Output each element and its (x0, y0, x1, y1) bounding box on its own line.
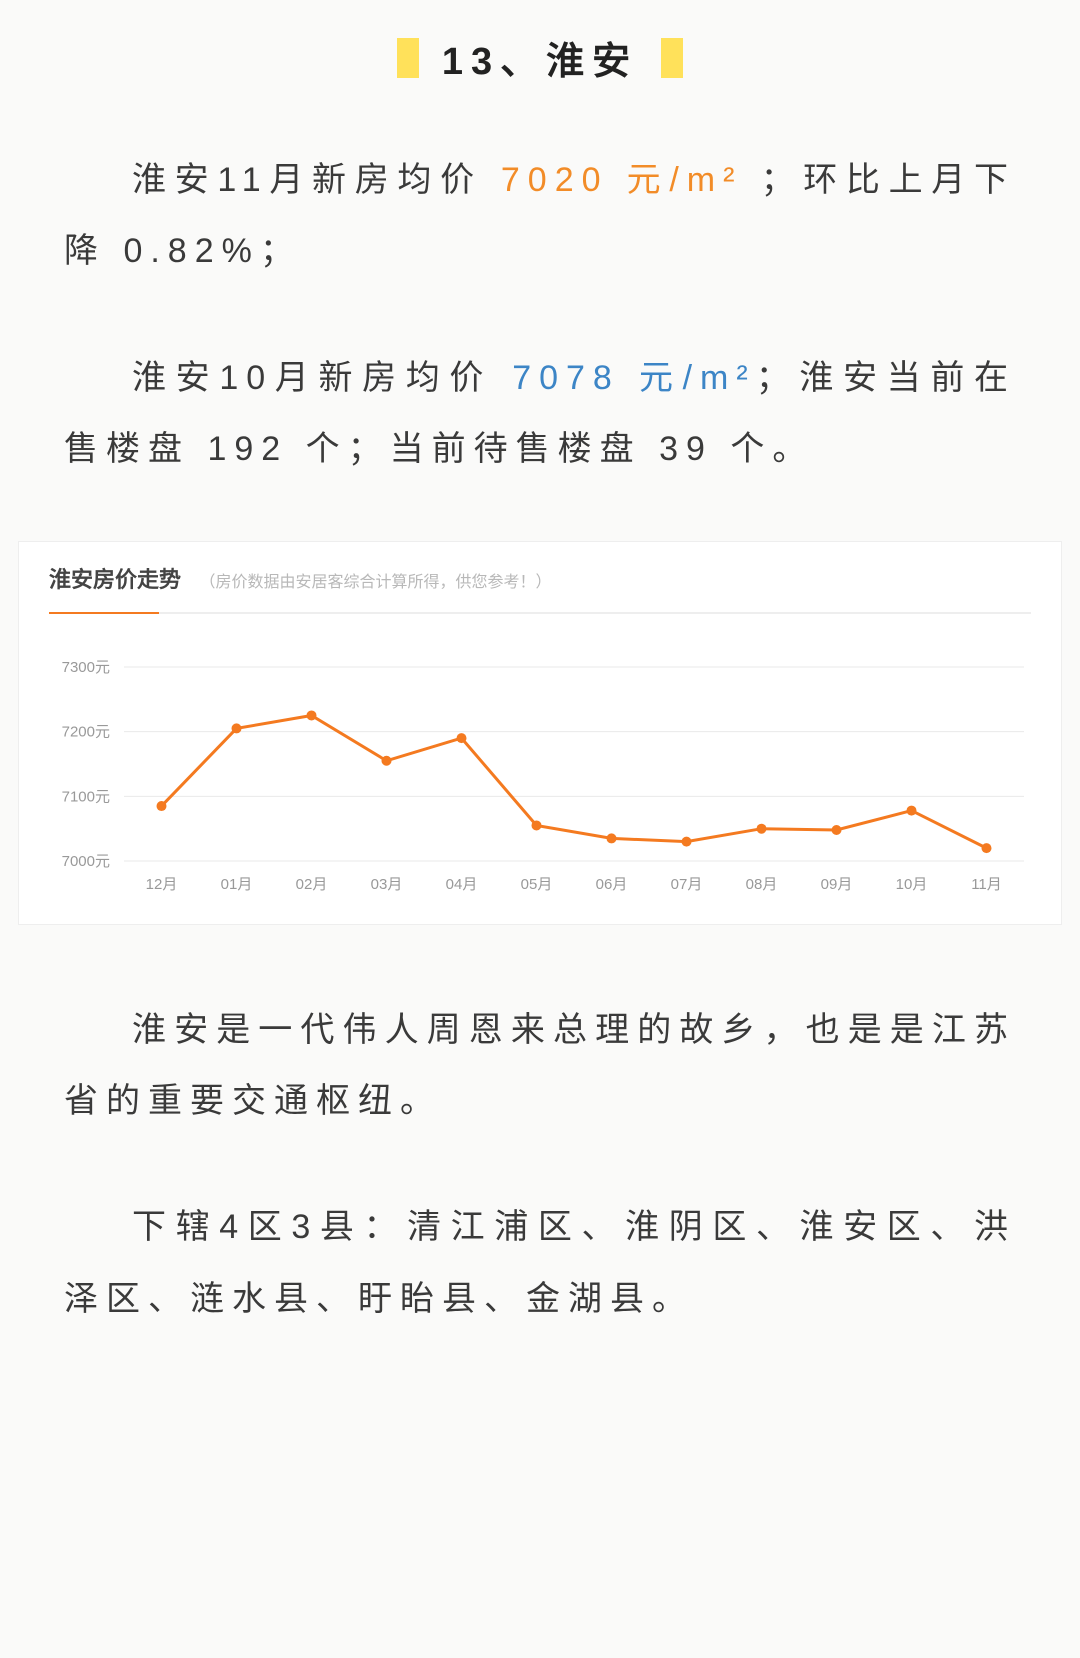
svg-text:06月: 06月 (596, 876, 628, 893)
svg-text:01月: 01月 (221, 876, 253, 893)
svg-text:12月: 12月 (146, 876, 178, 893)
paragraph-3: 淮安是一代伟人周恩来总理的故乡，也是是江苏省的重要交通枢纽。 (0, 995, 1080, 1138)
chart-underline (49, 612, 1031, 614)
paragraph-4: 下辖4区3县：清江浦区、淮阴区、淮安区、洪泽区、涟水县、盱眙县、金湖县。 (0, 1192, 1080, 1335)
p2-pre: 淮安10月新房均价 (132, 359, 512, 397)
svg-text:02月: 02月 (296, 876, 328, 893)
paragraph-1: 淮安11月新房均价 7020 元/m² ；环比上月下降 0.82%； (0, 145, 1080, 288)
title-text: 13、淮安 (442, 30, 638, 85)
svg-text:7300元: 7300元 (62, 659, 110, 676)
p1-pre: 淮安11月新房均价 (132, 161, 501, 199)
svg-text:09月: 09月 (821, 876, 853, 893)
paragraph-2: 淮安10月新房均价 7078 元/m²；淮安当前在售楼盘 192 个；当前待售楼… (0, 343, 1080, 486)
svg-text:10月: 10月 (896, 876, 928, 893)
svg-text:7200元: 7200元 (62, 723, 110, 740)
svg-text:7100元: 7100元 (62, 788, 110, 805)
p1-price: 7020 元/m² (501, 161, 743, 199)
title-bar-left (397, 38, 419, 78)
svg-text:08月: 08月 (746, 876, 778, 893)
chart-svg: 7300元 7200元 7100元 7000元 12月 01月 02月 03月 04月 05月 06… (29, 634, 1049, 914)
section-title: 13、淮安 (0, 30, 1080, 85)
chart-svg-wrap: 7300元 7200元 7100元 7000元 12月 01月 02月 03月 04月 05月 06… (19, 614, 1061, 914)
svg-text:04月: 04月 (446, 876, 478, 893)
svg-text:7000元: 7000元 (62, 853, 110, 870)
title-bar-right (661, 38, 683, 78)
svg-text:05月: 05月 (521, 876, 553, 893)
svg-text:03月: 03月 (371, 876, 403, 893)
svg-text:11月: 11月 (971, 876, 1002, 893)
price-trend-chart: 淮安房价走势 （房价数据由安居客综合计算所得，供您参考！） 7300元 7200元… (18, 541, 1062, 925)
chart-header: 淮安房价走势 （房价数据由安居客综合计算所得，供您参考！） (19, 562, 1061, 602)
chart-underline-accent (49, 612, 159, 614)
svg-text:07月: 07月 (671, 876, 703, 893)
chart-subtitle: （房价数据由安居客综合计算所得，供您参考！） (199, 574, 551, 591)
chart-title: 淮安房价走势 (49, 567, 181, 592)
p2-price: 7078 元/m² (512, 359, 756, 397)
